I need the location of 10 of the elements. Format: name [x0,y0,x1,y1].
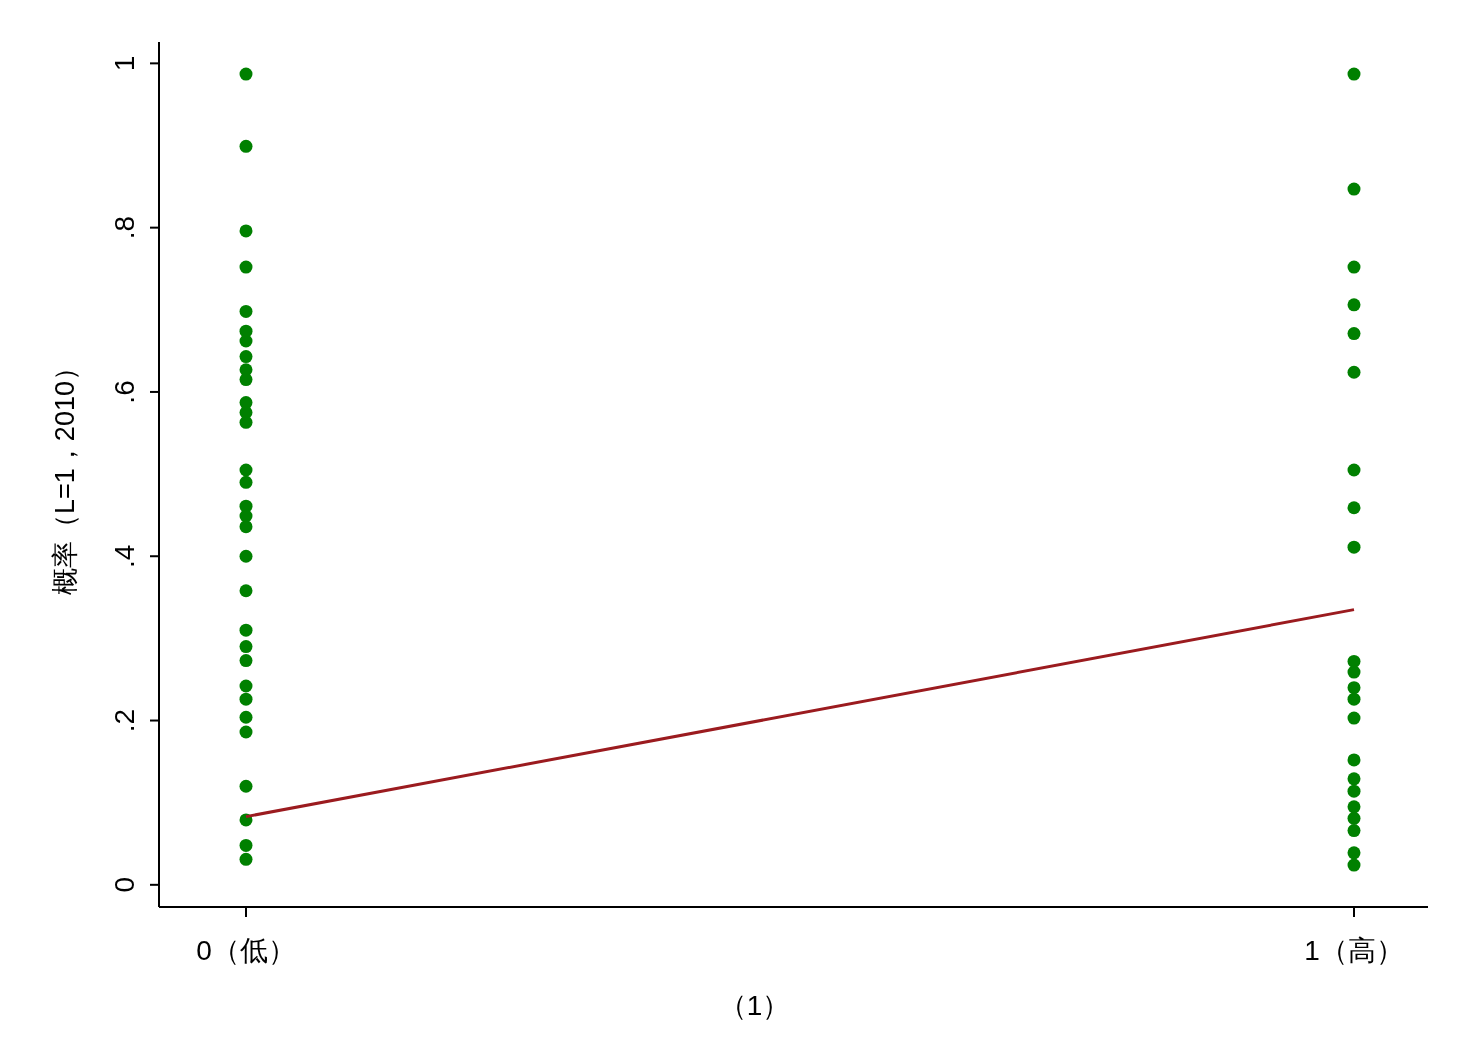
y-tick-label: 1 [109,55,141,72]
x-axis-title: （1） [718,989,791,1021]
x-tick-label: 0（低） [196,934,296,966]
y-tick-label: .2 [109,708,141,733]
y-tick-label: .6 [109,380,141,404]
y-tick-label: .4 [109,544,141,568]
y-tick-label: .8 [109,215,141,240]
y-tick-label: 0 [109,877,141,893]
x-tick-label: 1（高） [1304,934,1404,966]
y-axis-title: 概率（L=1，2010） [50,354,80,595]
